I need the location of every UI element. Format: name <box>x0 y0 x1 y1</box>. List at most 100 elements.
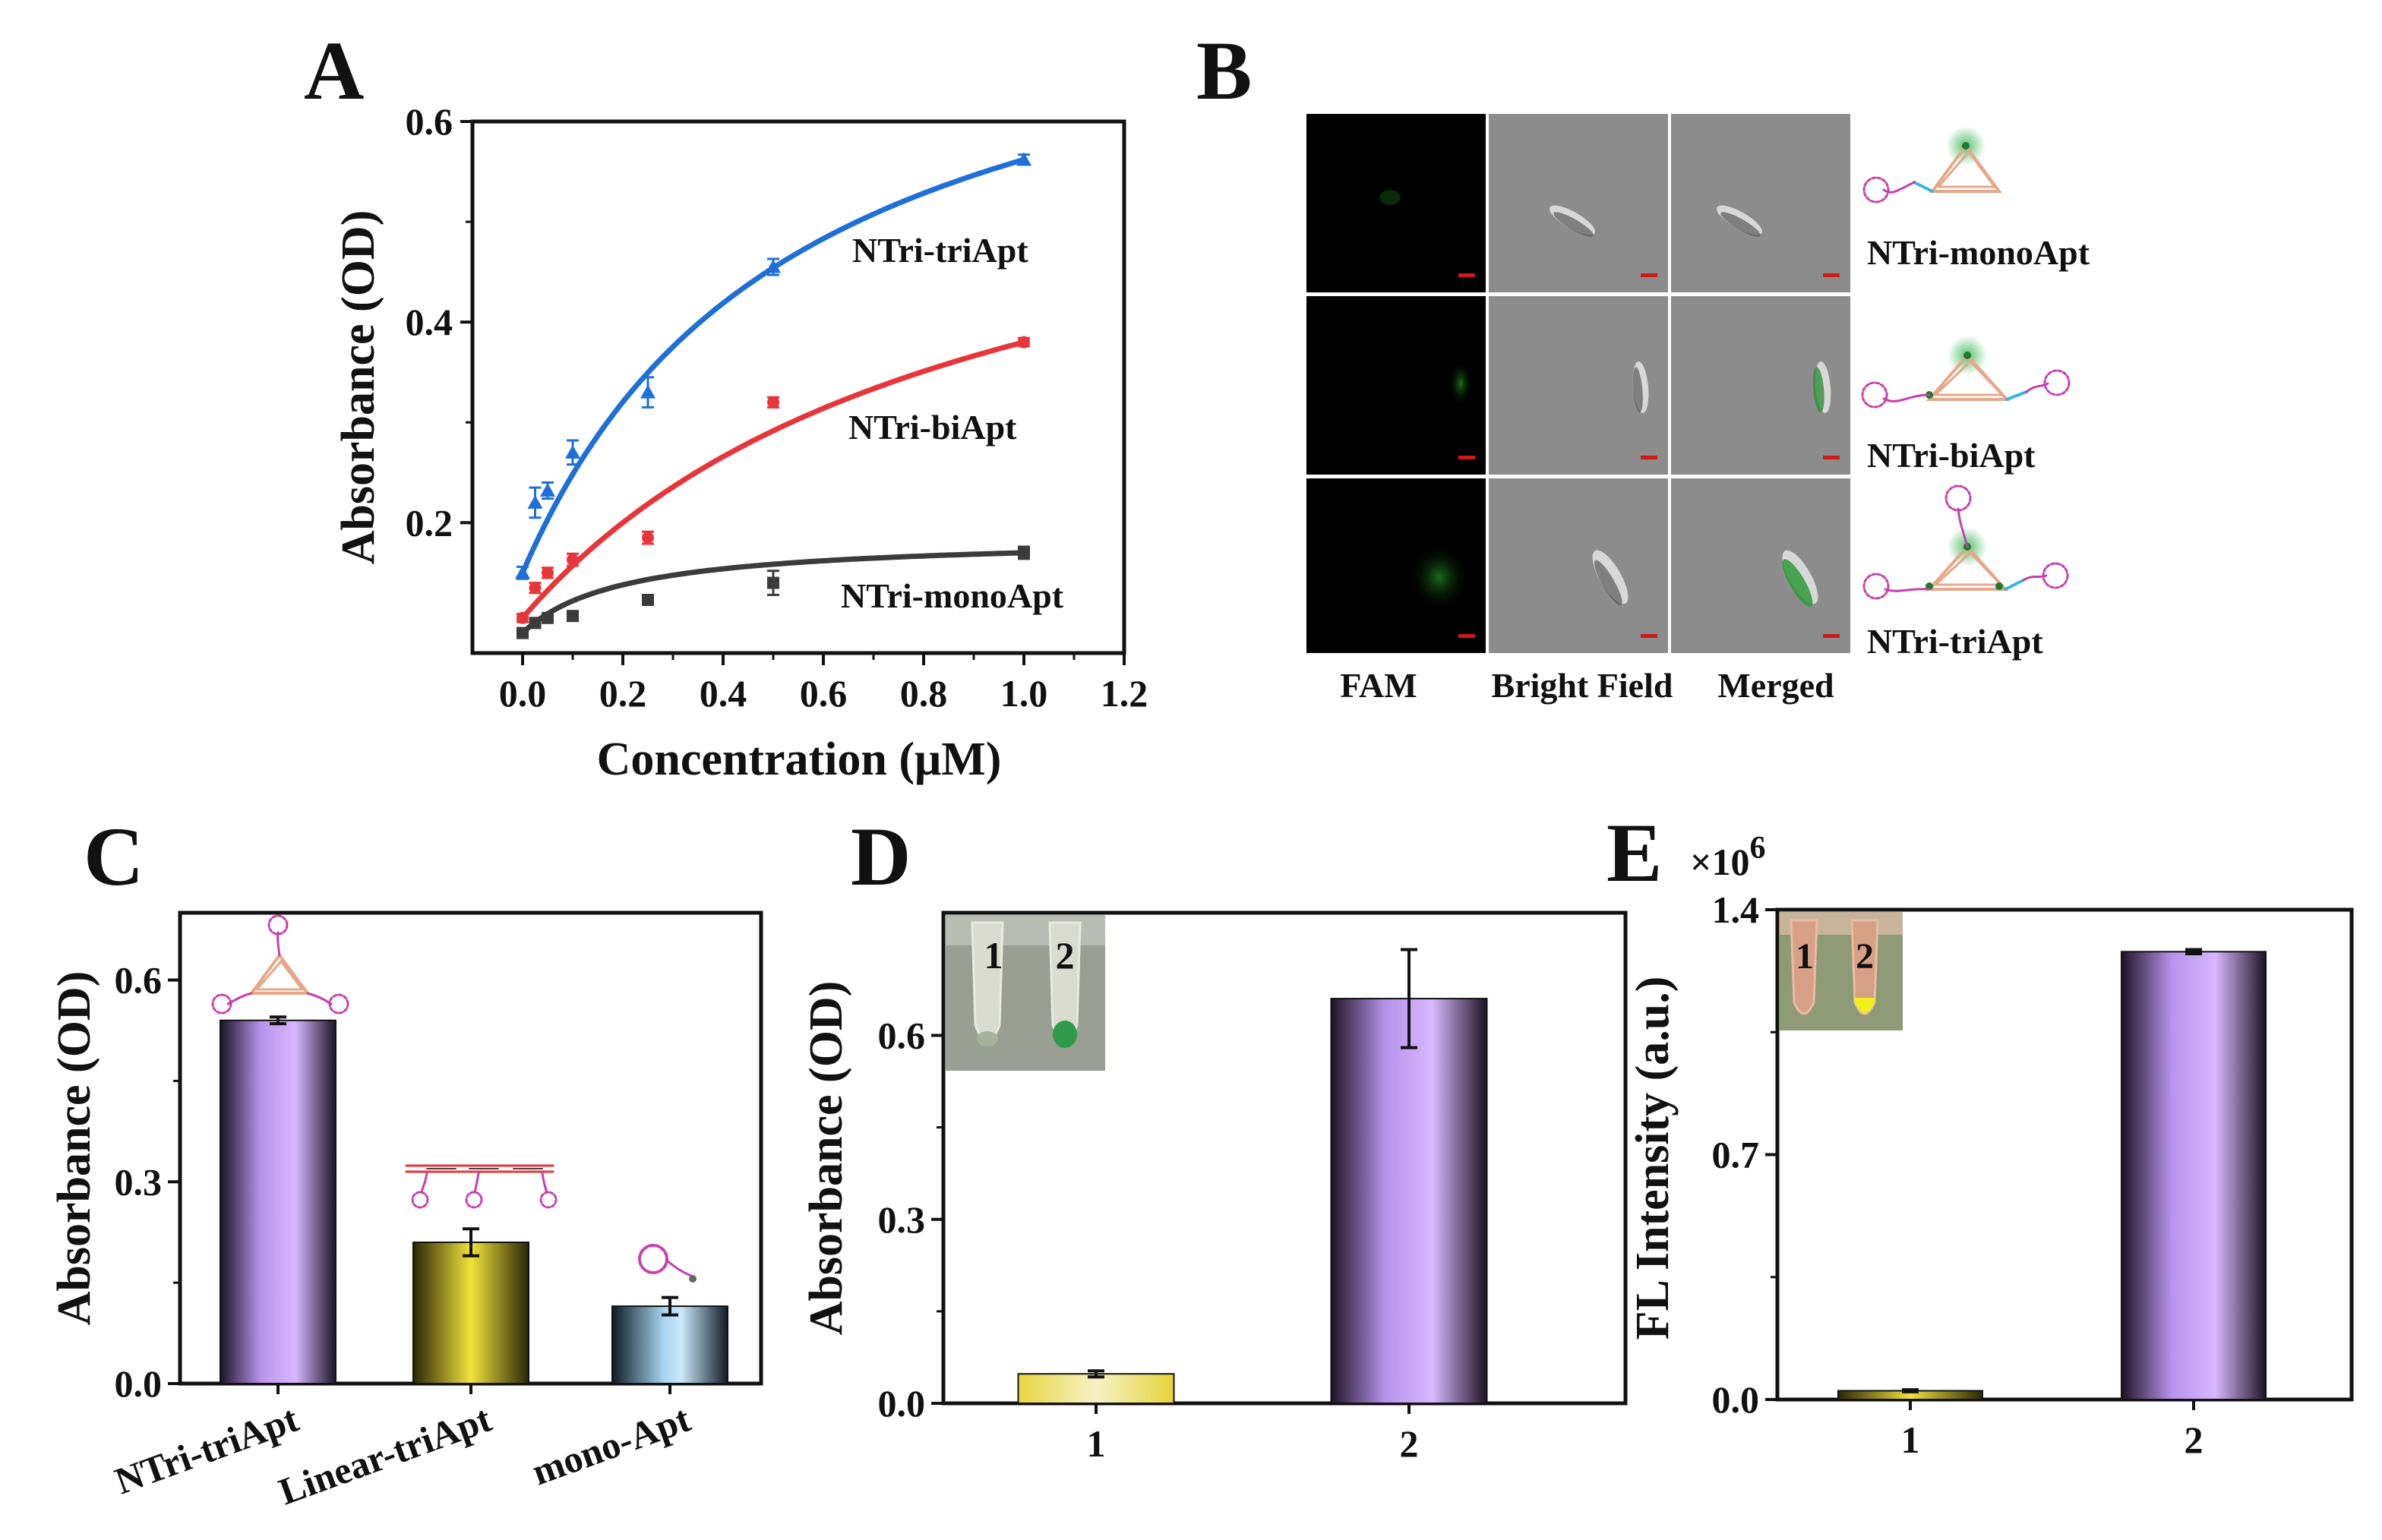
scale-bar-1a <box>1458 273 1475 277</box>
inset-label-e-1: 1 <box>1796 936 1814 977</box>
x-tick-label-NTri-triApt: NTri-triApt <box>109 1397 304 1503</box>
y-axis-label-a: Absorbance (OD) <box>333 210 384 565</box>
x-tick-label-a: 0.8 <box>900 672 948 715</box>
data-point-NTri-biApt <box>767 396 779 409</box>
inset-label-d-1: 1 <box>984 934 1003 977</box>
x-tick-label-a: 1.0 <box>1000 672 1048 715</box>
y-tick-label: 0.3 <box>115 1160 163 1203</box>
y-ticks-c: 0.0 0.3 0.6 <box>115 959 180 1405</box>
scale-bar-3c <box>1823 634 1840 638</box>
x-axis-label-a: Concentration (μM) <box>597 734 1002 785</box>
y-axis-label-c: Absorbance (OD) <box>49 971 100 1326</box>
data-point-NTri-monoApt <box>542 611 554 624</box>
inset-label-e-2: 2 <box>1856 936 1874 977</box>
schematic-monoapt <box>1862 126 2002 204</box>
bar-2 <box>1330 998 1488 1405</box>
scale-bar-1c <box>1823 273 1840 277</box>
x-tick-label-2: 2 <box>2185 1419 2204 1461</box>
data-point-NTri-triApt <box>1016 152 1031 166</box>
data-point-NTri-monoApt <box>767 576 779 589</box>
plot-frame-a <box>470 119 1126 655</box>
data-point-NTri-triApt <box>766 259 781 273</box>
inset-photo-e: 1 2 <box>1780 912 1903 1030</box>
y-tick-label: 0.7 <box>1712 1134 1760 1176</box>
bar-NTri-triApt <box>220 1019 336 1384</box>
x-tick-label-a: 0.0 <box>499 672 547 715</box>
scale-bar-2b <box>1641 456 1657 459</box>
merged-image-3 <box>1671 478 1850 653</box>
data-point-NTri-triApt <box>565 444 580 459</box>
fam-signal-1 <box>1379 190 1401 205</box>
scale-bar-3b <box>1641 634 1657 638</box>
data-point-NTri-triApt <box>540 483 555 497</box>
panel-b: B <box>1196 24 2090 705</box>
panel-letter-c: C <box>84 810 144 903</box>
data-point-NTri-monoApt <box>1018 546 1030 559</box>
merged-cell-2 <box>1812 361 1831 413</box>
y-ticks-d: 0.0 0.3 0.6 <box>878 1015 943 1425</box>
fit-curve-NTri-monoApt <box>520 550 1025 636</box>
y-tick-label: 0.6 <box>115 959 163 1002</box>
y-tick-label-a: 0.2 <box>406 501 453 544</box>
data-point-NTri-biApt <box>642 532 654 544</box>
bar-Linear-triApt <box>412 1242 529 1384</box>
x-ticks-a: 0.0 0.2 0.4 0.6 0.8 1.0 1.2 <box>499 653 1148 715</box>
fam-signal-3 <box>1409 543 1470 611</box>
bar-schematic-linear <box>405 1164 558 1209</box>
column-label-fam: FAM <box>1340 666 1417 705</box>
data-point-NTri-monoApt <box>517 626 529 639</box>
micrograph-row-biapt <box>1306 296 1850 475</box>
row-label-biapt: NTri-biApt <box>1867 436 2036 475</box>
fit-curve-NTri-biApt <box>520 339 1025 620</box>
bar-2 <box>2121 951 2267 1401</box>
y-tick-label: 0.0 <box>878 1382 926 1425</box>
x-tick-label-1: 1 <box>1087 1422 1106 1465</box>
data-point-NTri-triApt <box>515 565 530 579</box>
inset-photo-d: 1 2 <box>946 915 1105 1071</box>
x-tick-label-a: 0.4 <box>700 672 747 715</box>
bar-schematic-triapt <box>211 914 349 1015</box>
data-point-NTri-biApt <box>1018 336 1030 349</box>
data-point-NTri-monoApt <box>529 617 542 630</box>
data-points-a <box>515 152 1031 639</box>
y-tick-label: 0.0 <box>115 1362 163 1405</box>
merged-cell-3 <box>1782 550 1818 607</box>
row-label-monoapt: NTri-monoApt <box>1867 233 2090 272</box>
panel-letter-a: A <box>304 24 364 117</box>
data-point-NTri-monoApt <box>642 594 654 606</box>
data-point-NTri-triApt <box>527 494 543 509</box>
x-tick-label-a: 0.2 <box>599 672 647 715</box>
schematic-biapt <box>1861 336 2071 409</box>
cell-3 <box>1592 550 1629 606</box>
row-label-triapt: NTri-triApt <box>1867 622 2043 661</box>
x-tick-label-2: 2 <box>1400 1422 1419 1465</box>
scale-bar-3a <box>1458 634 1475 638</box>
scale-bar-1b <box>1641 273 1657 277</box>
x-tick-label-mono-Apt: mono-Apt <box>526 1397 696 1494</box>
data-point-NTri-biApt <box>567 554 579 566</box>
micrograph-row-triapt <box>1306 478 1850 653</box>
series-label-monoapt: NTri-monoApt <box>841 576 1064 615</box>
brightfield-image-1 <box>1489 114 1668 292</box>
y-ticks-a: 0.2 0.4 0.6 <box>406 100 472 544</box>
data-point-NTri-triApt <box>640 384 656 399</box>
data-point-NTri-biApt <box>542 566 554 579</box>
bar-mono-Apt <box>611 1305 728 1384</box>
x-tick-label-a: 1.2 <box>1101 672 1148 715</box>
series-label-biapt: NTri-biApt <box>848 408 1017 447</box>
column-label-merged: Merged <box>1717 666 1834 705</box>
data-point-NTri-biApt <box>517 611 529 624</box>
scale-bar-2a <box>1458 456 1475 459</box>
y-tick-label: 0.3 <box>878 1198 926 1241</box>
y-tick-label-a: 0.6 <box>406 100 453 143</box>
panel-letter-d: D <box>851 810 911 903</box>
merged-image-1 <box>1671 114 1850 292</box>
panel-letter-e: E <box>1606 806 1662 899</box>
schematic-triapt <box>1862 484 2069 600</box>
y-axis-label-d: Absorbance (OD) <box>801 981 852 1336</box>
